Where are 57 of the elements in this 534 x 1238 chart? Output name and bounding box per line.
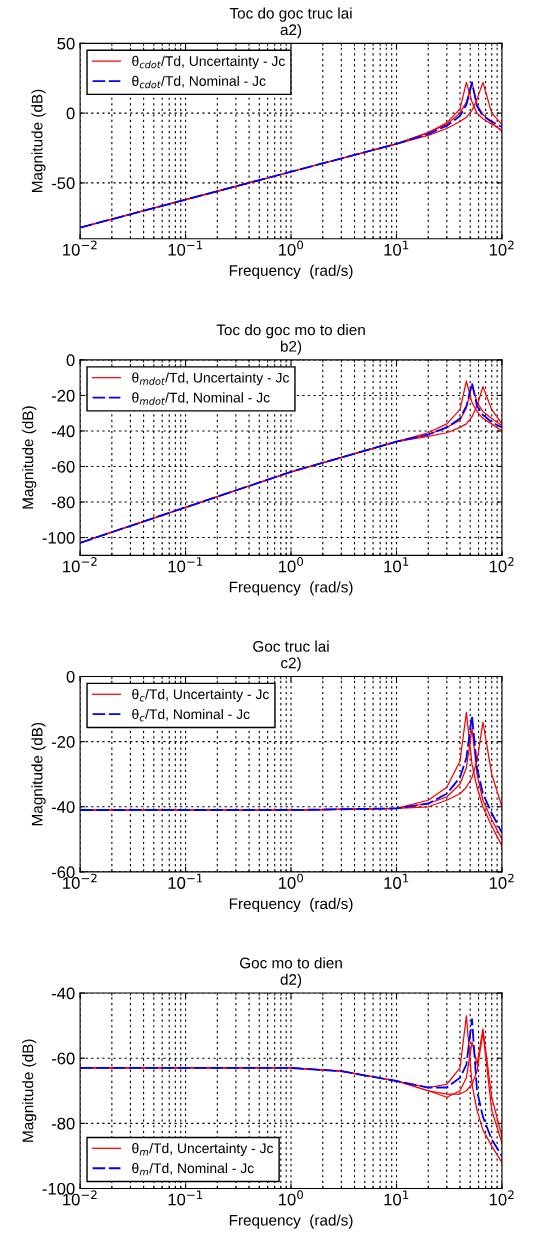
chart-title: Toc do goc truc lai — [229, 7, 352, 22]
y-tick-label: -40 — [51, 987, 75, 1000]
legend-label: θ$_{cdot}$/Td, Nominal - Jc — [132, 75, 266, 89]
x-tick-label: 10$^{0}$ — [278, 240, 304, 256]
x-axis-title: Frequency (rad/s) — [229, 897, 353, 913]
y-axis-title: Magnitude (dB) — [22, 1039, 37, 1142]
chart-subtitle: c2) — [281, 657, 301, 672]
x-tick-label: 10$^{0}$ — [278, 1190, 304, 1206]
y-tick-label: -60 — [51, 1052, 75, 1065]
chart-subtitle: a2) — [280, 23, 302, 39]
chart-subtitle: b2) — [280, 340, 302, 355]
y-axis-title: Magnitude (dB) — [22, 406, 37, 509]
x-tick-label: 10$^{−2}$ — [63, 557, 97, 573]
y-tick-label: 0 — [66, 354, 75, 367]
legend-label: θ$_{mdot}$/Td, Nominal - Jc — [132, 392, 270, 405]
y-tick-label: 50 — [57, 37, 75, 50]
x-axis-title: Frequency (rad/s) — [229, 1214, 353, 1229]
x-tick-label: 10$^{1}$ — [384, 557, 409, 573]
y-tick-label: -20 — [51, 736, 75, 748]
chart-title: Goc mo to dien — [240, 957, 342, 969]
legend-label: θ$_{cdot}$/Td, Uncertainty - Jc — [132, 55, 285, 69]
chart-title: Toc do goc mo to dien — [216, 324, 365, 339]
x-tick-label: 10$^{2}$ — [489, 873, 514, 889]
y-tick-label: 0 — [66, 107, 75, 120]
x-tick-label: 10$^{2}$ — [489, 240, 514, 256]
y-tick-label: -80 — [51, 1117, 75, 1130]
legend-label: θ$_{c}$/Td, Uncertainty - Jc — [132, 688, 269, 702]
chart-subtitle: d2) — [280, 973, 302, 988]
y-tick-label: -80 — [51, 496, 75, 509]
x-tick-label: 10$^{0}$ — [278, 557, 304, 573]
x-tick-label: 10$^{−1}$ — [168, 557, 203, 573]
x-tick-label: 10$^{2}$ — [489, 1190, 514, 1206]
x-tick-label: 10$^{−1}$ — [168, 873, 203, 889]
y-tick-label: -100 — [42, 531, 75, 544]
x-tick-label: 10$^{0}$ — [278, 873, 304, 889]
x-tick-label: 10$^{−1}$ — [168, 240, 203, 256]
y-axis-title: Magnitude (dB) — [31, 89, 46, 193]
x-tick-label: 10$^{−2}$ — [63, 240, 97, 256]
y-tick-label: -40 — [51, 425, 75, 438]
y-tick-label: -60 — [51, 460, 75, 473]
legend-label: θ$_{m}$/Td, Uncertainty - Jc — [132, 1143, 274, 1156]
x-axis-title: Frequency (rad/s) — [229, 264, 353, 279]
y-tick-label: -40 — [51, 801, 75, 813]
y-tick-label: 0 — [66, 670, 75, 683]
legend-label: θ$_{c}$/Td, Nominal - Jc — [132, 708, 250, 722]
y-axis-title: Magnitude (dB) — [31, 722, 46, 826]
x-axis-title: Frequency (rad/s) — [229, 581, 353, 596]
legend-label: θ$_{m}$/Td, Nominal - Jc — [132, 1162, 254, 1176]
x-tick-label: 10$^{2}$ — [489, 557, 514, 573]
x-tick-label: 10$^{−1}$ — [168, 1190, 203, 1206]
x-tick-label: 10$^{1}$ — [384, 873, 409, 889]
chart-title: Goc truc lai — [253, 640, 329, 652]
y-tick-label: -50 — [51, 177, 75, 190]
x-tick-label: 10$^{1}$ — [384, 1190, 409, 1206]
legend-label: θ$_{mdot}$/Td, Uncertainty - Jc — [132, 372, 290, 386]
x-tick-label: 10$^{1}$ — [384, 240, 409, 256]
y-tick-label: -20 — [51, 389, 75, 402]
